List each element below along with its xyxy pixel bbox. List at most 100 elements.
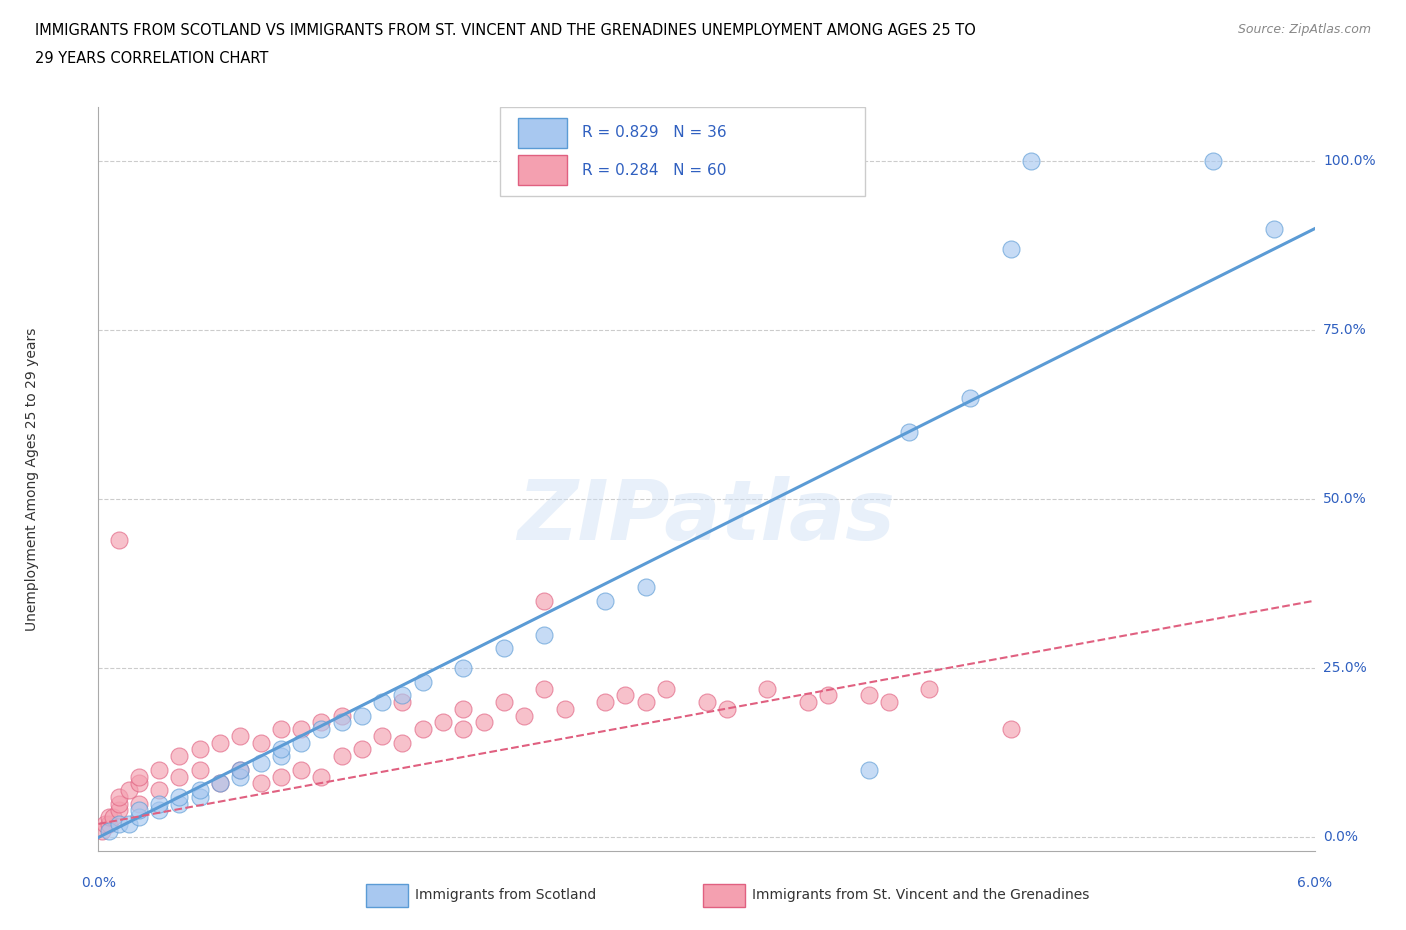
Point: [634, 579, 657, 594]
Point: [391, 736, 413, 751]
Point: [97, 823, 120, 838]
Point: [696, 695, 718, 710]
Text: ZIPatlas: ZIPatlas: [517, 475, 896, 557]
Point: [118, 817, 141, 831]
Point: [533, 681, 555, 696]
Point: [91, 823, 114, 838]
Point: [229, 763, 252, 777]
Text: IMMIGRANTS FROM SCOTLAND VS IMMIGRANTS FROM ST. VINCENT AND THE GRENADINES UNEMP: IMMIGRANTS FROM SCOTLAND VS IMMIGRANTS F…: [35, 23, 976, 38]
Text: 0.0%: 0.0%: [1323, 830, 1358, 844]
Point: [350, 709, 373, 724]
Point: [270, 742, 292, 757]
Point: [118, 783, 141, 798]
Point: [412, 674, 434, 689]
Point: [877, 695, 900, 710]
Point: [472, 715, 495, 730]
Point: [858, 688, 880, 703]
Point: [270, 769, 292, 784]
Point: [101, 810, 124, 825]
Point: [128, 769, 150, 784]
Point: [391, 688, 413, 703]
Point: [1263, 221, 1285, 236]
Point: [249, 736, 271, 751]
Point: [330, 715, 353, 730]
Point: [107, 817, 129, 831]
Point: [128, 796, 150, 811]
Point: [148, 803, 170, 817]
Point: [107, 532, 129, 547]
Point: [209, 736, 232, 751]
Point: [209, 776, 232, 790]
Point: [1000, 722, 1022, 737]
FancyBboxPatch shape: [517, 155, 567, 185]
Point: [311, 722, 333, 737]
Point: [330, 709, 353, 724]
Point: [817, 688, 839, 703]
Point: [918, 681, 941, 696]
Point: [93, 817, 115, 831]
Text: Immigrants from Scotland: Immigrants from Scotland: [415, 888, 596, 902]
Point: [188, 790, 211, 804]
Text: 50.0%: 50.0%: [1323, 492, 1367, 506]
Point: [1019, 153, 1042, 168]
Text: 100.0%: 100.0%: [1323, 154, 1375, 168]
Point: [229, 763, 252, 777]
Text: R = 0.829   N = 36: R = 0.829 N = 36: [582, 126, 727, 140]
Point: [229, 728, 252, 743]
Point: [1000, 242, 1022, 257]
Point: [453, 722, 475, 737]
Point: [290, 722, 312, 737]
Point: [453, 701, 475, 716]
Text: R = 0.284   N = 60: R = 0.284 N = 60: [582, 163, 727, 178]
Point: [634, 695, 657, 710]
Point: [412, 722, 434, 737]
Point: [432, 715, 454, 730]
Point: [249, 755, 271, 770]
Point: [107, 796, 129, 811]
Text: 6.0%: 6.0%: [1298, 876, 1331, 890]
Point: [169, 769, 191, 784]
Point: [533, 593, 555, 608]
Point: [107, 803, 129, 817]
Point: [270, 722, 292, 737]
Point: [209, 776, 232, 790]
Point: [614, 688, 637, 703]
Point: [756, 681, 779, 696]
Point: [959, 391, 981, 405]
Text: 75.0%: 75.0%: [1323, 323, 1367, 338]
Point: [593, 593, 616, 608]
Text: Unemployment Among Ages 25 to 29 years: Unemployment Among Ages 25 to 29 years: [24, 327, 38, 631]
Point: [169, 749, 191, 764]
Point: [350, 742, 373, 757]
Point: [128, 810, 150, 825]
Point: [148, 783, 170, 798]
Text: 29 YEARS CORRELATION CHART: 29 YEARS CORRELATION CHART: [35, 51, 269, 66]
Point: [148, 763, 170, 777]
Point: [453, 661, 475, 676]
Point: [169, 796, 191, 811]
Point: [716, 701, 738, 716]
Point: [169, 790, 191, 804]
Point: [898, 424, 921, 439]
Point: [128, 776, 150, 790]
Point: [554, 701, 576, 716]
Text: 25.0%: 25.0%: [1323, 661, 1367, 675]
Point: [270, 749, 292, 764]
Point: [593, 695, 616, 710]
Text: 0.0%: 0.0%: [82, 876, 115, 890]
Point: [128, 803, 150, 817]
Point: [107, 790, 129, 804]
Point: [148, 796, 170, 811]
Point: [229, 769, 252, 784]
Point: [371, 695, 394, 710]
Point: [371, 728, 394, 743]
Point: [655, 681, 678, 696]
Text: Immigrants from St. Vincent and the Grenadines: Immigrants from St. Vincent and the Gren…: [752, 888, 1090, 902]
Point: [492, 641, 515, 656]
Point: [391, 695, 413, 710]
Point: [492, 695, 515, 710]
Point: [513, 709, 536, 724]
FancyBboxPatch shape: [499, 107, 865, 196]
Point: [249, 776, 271, 790]
FancyBboxPatch shape: [517, 118, 567, 148]
